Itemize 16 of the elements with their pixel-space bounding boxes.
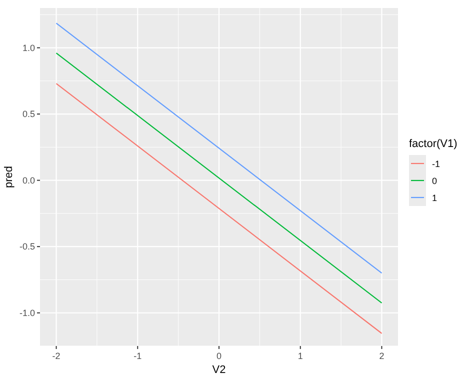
legend-label: 0 xyxy=(432,176,438,186)
x-tick-label: 0 xyxy=(216,351,222,361)
x-tick-label: 1 xyxy=(298,351,303,361)
y-tick-label: -1.0 xyxy=(19,308,35,318)
x-tick-label: -2 xyxy=(52,351,60,361)
legend-title: factor(V1) xyxy=(409,138,458,150)
legend-label: 1 xyxy=(432,193,438,203)
y-axis-title: pred xyxy=(3,166,15,188)
y-tick-label: 0.0 xyxy=(22,175,35,186)
y-tick-label: 0.5 xyxy=(22,109,35,120)
y-tick-label: -0.5 xyxy=(19,242,35,252)
legend-label: -1 xyxy=(432,159,440,169)
y-tick-label: 1.0 xyxy=(22,42,35,53)
x-axis-title: V2 xyxy=(212,364,226,376)
x-tick-label: 2 xyxy=(379,351,384,361)
x-tick-label: -1 xyxy=(134,351,142,361)
